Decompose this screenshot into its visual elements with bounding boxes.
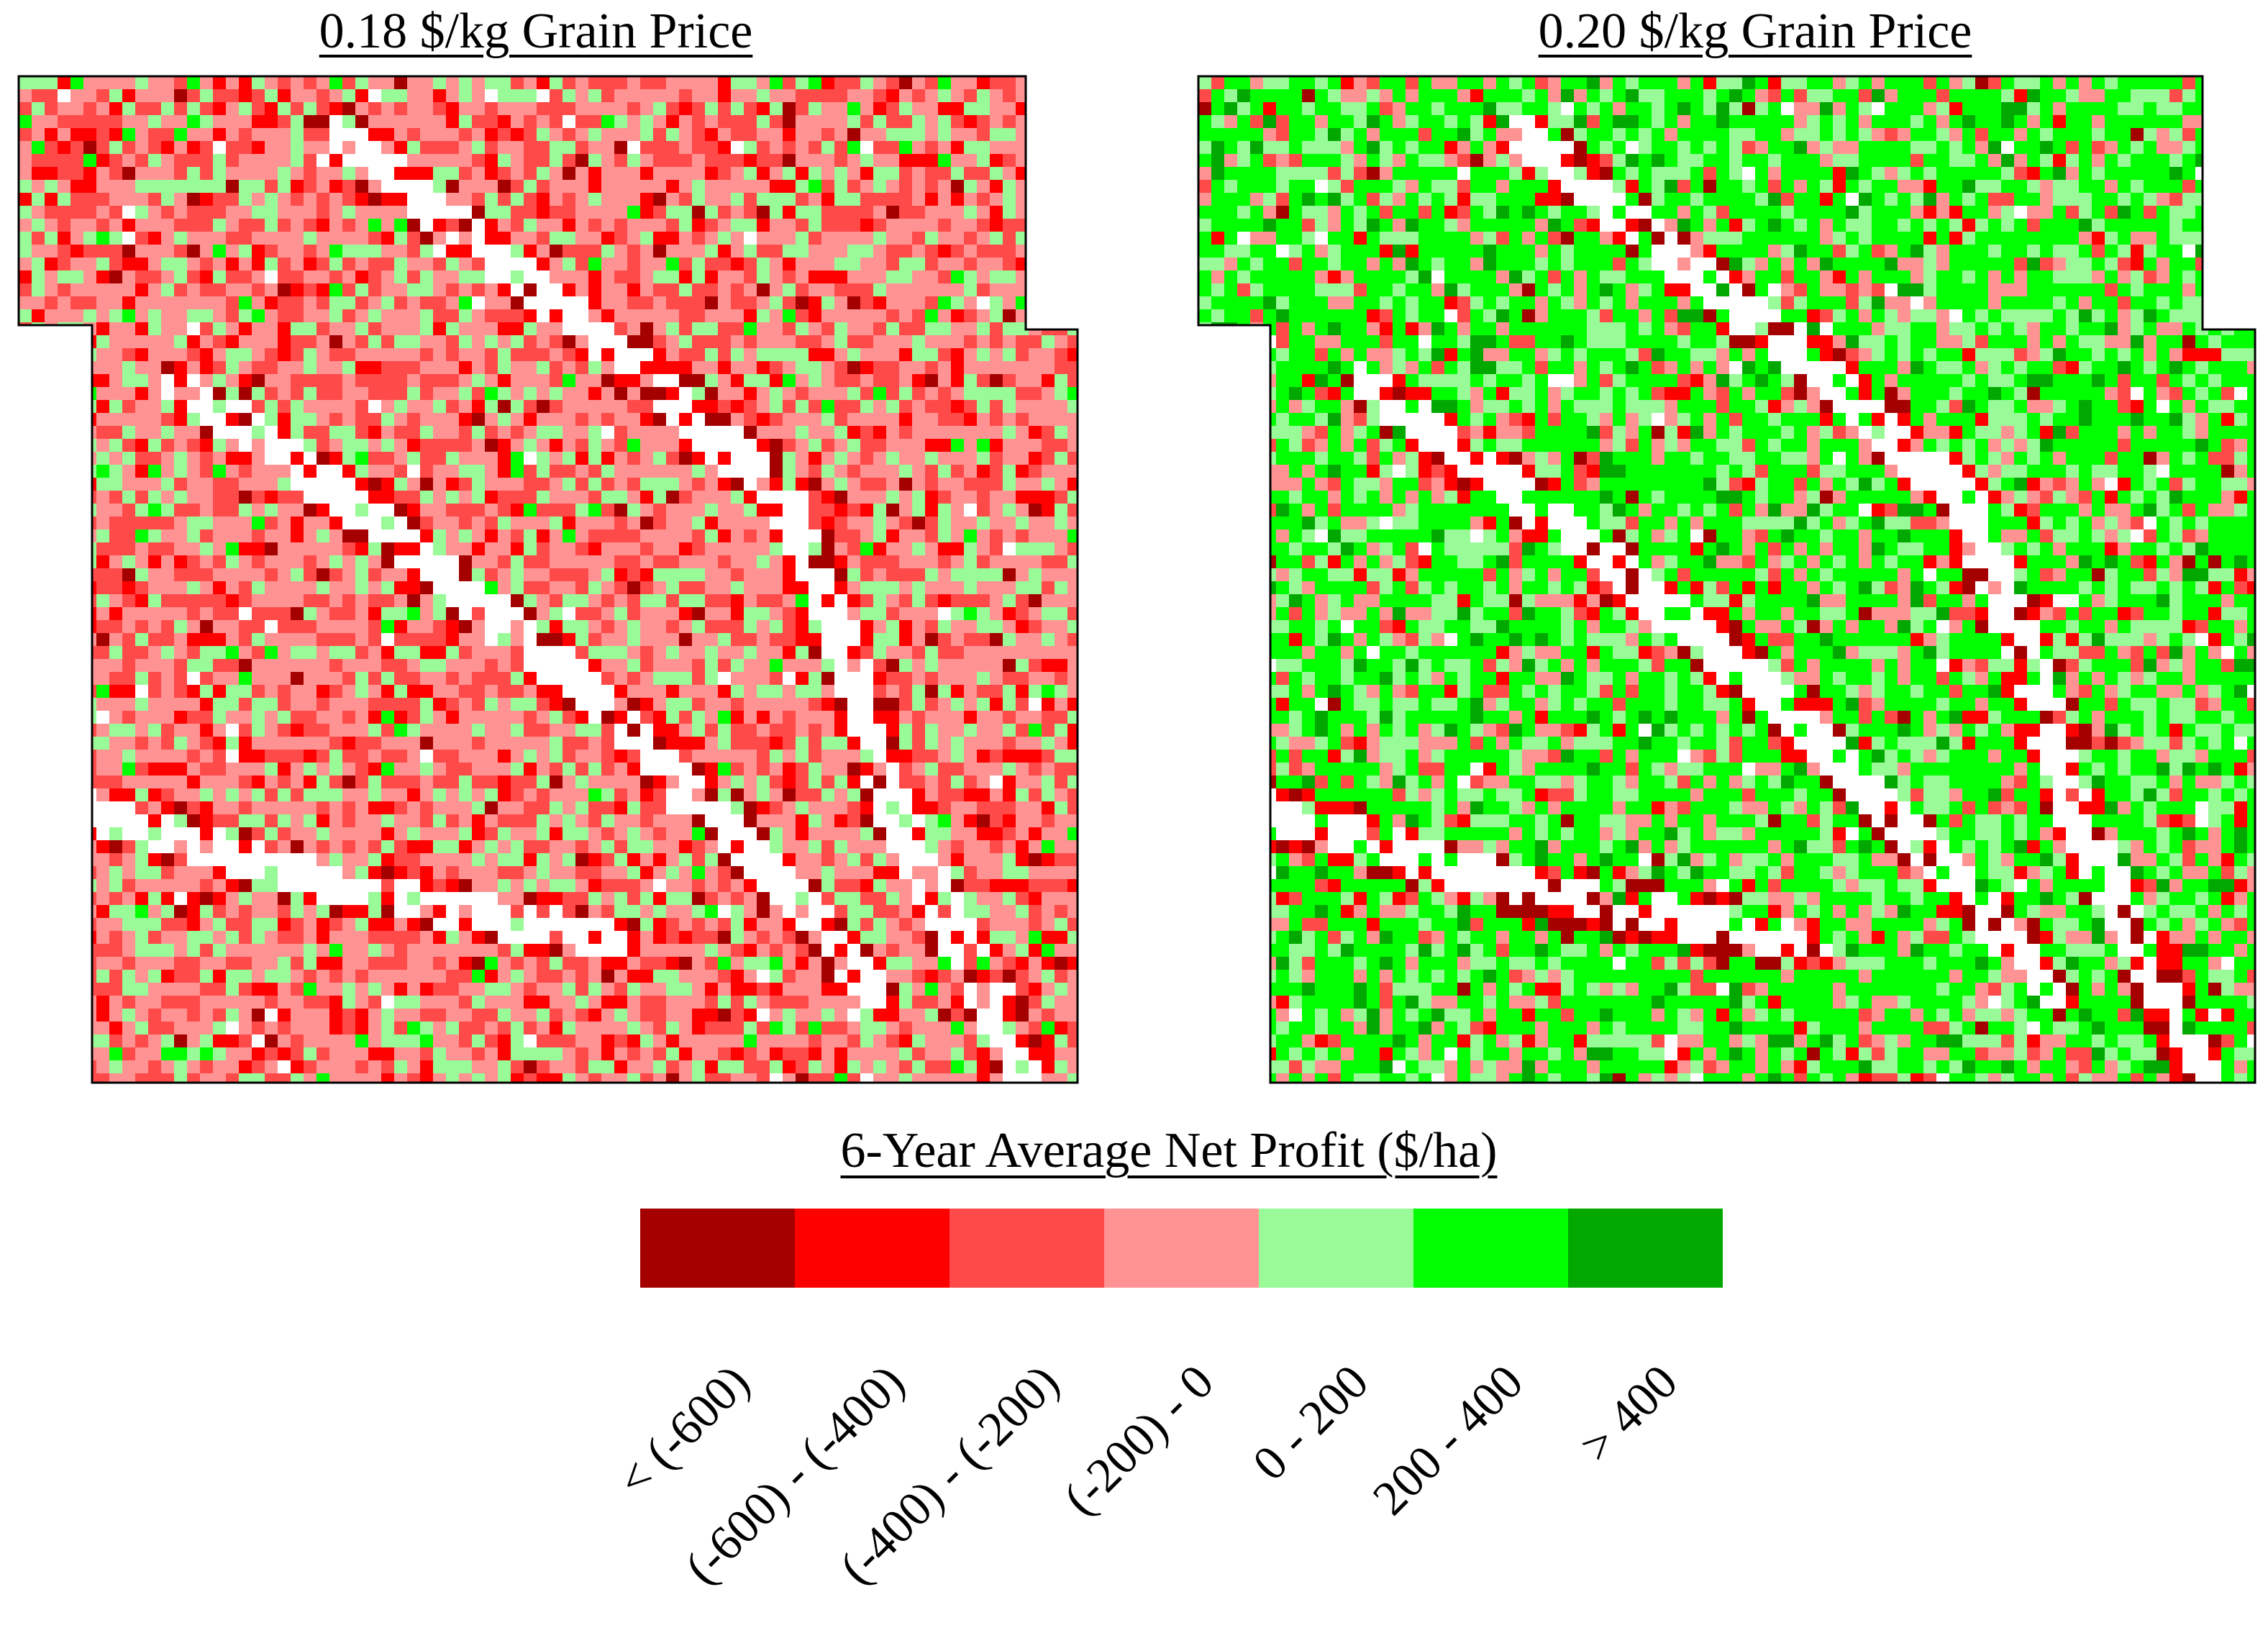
legend-swatch: [1413, 1209, 1568, 1288]
map-title-right: 0.20 $/kg Grain Price: [1538, 4, 1972, 59]
map-title-left: 0.18 $/kg Grain Price: [319, 4, 753, 59]
legend-title: 6-Year Average Net Profit ($/ha): [840, 1123, 1498, 1178]
profit-map-left: [19, 76, 1078, 1083]
legend-swatch: [949, 1209, 1104, 1288]
legend-swatch: [1104, 1209, 1259, 1288]
legend-color-bar: [640, 1209, 1723, 1288]
county-boundary-right: [1197, 75, 2256, 1084]
profit-map-right: [1198, 76, 2255, 1083]
county-boundary-left: [17, 75, 1079, 1084]
legend-swatch: [795, 1209, 949, 1288]
legend-swatch: [1568, 1209, 1723, 1288]
legend-swatch: [640, 1209, 795, 1288]
legend-swatch: [1259, 1209, 1413, 1288]
